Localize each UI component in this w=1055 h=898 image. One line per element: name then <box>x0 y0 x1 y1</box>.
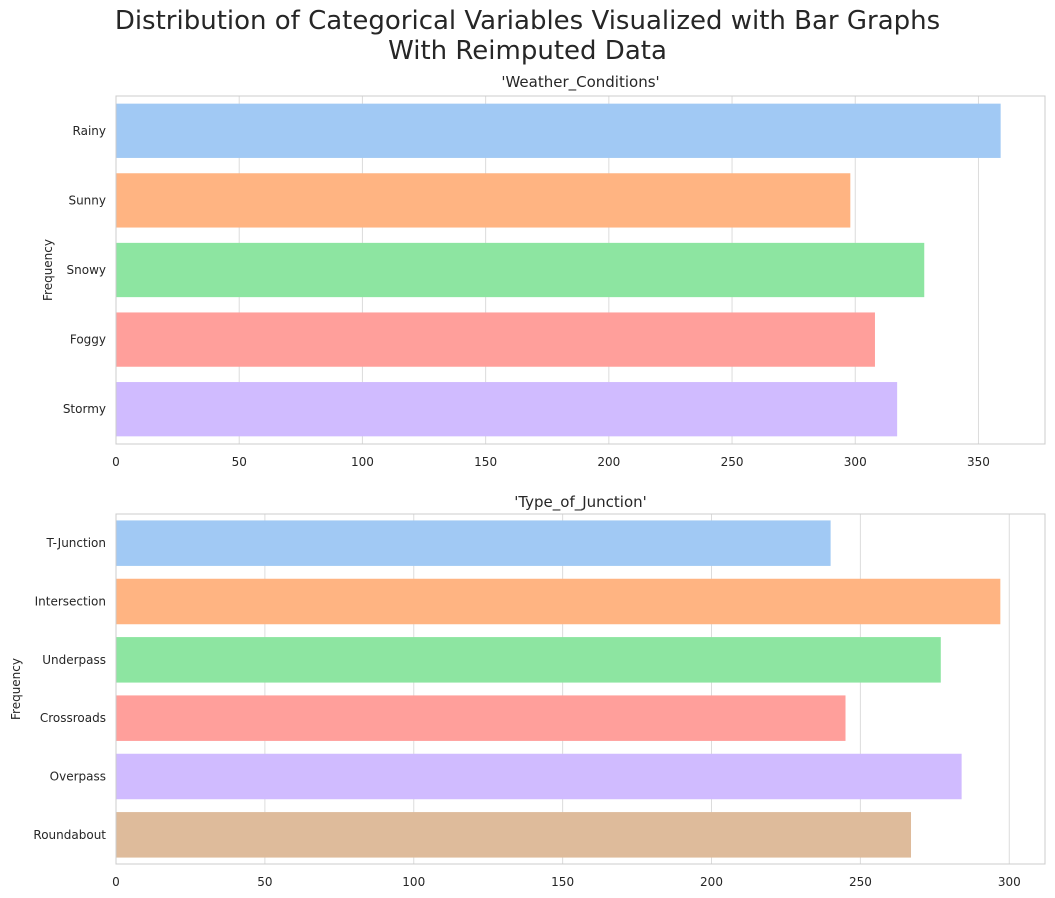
weather-conditions-x-tick-labels: 0 50 100 150 200 250 300 350 <box>112 455 990 469</box>
type-of-junction-bar-roundabout <box>116 812 912 858</box>
type-of-junction-x-tick-0: 0 <box>112 875 120 889</box>
weather-conditions-chart-title: 'Weather_Conditions' <box>501 73 659 92</box>
type-of-junction-x-tick-150: 150 <box>551 875 574 889</box>
type-of-junction-bar-t-junction <box>116 520 831 566</box>
weather-conditions-x-tick-350: 350 <box>967 455 990 469</box>
weather-conditions-plot-frame <box>115 95 1046 445</box>
weather-conditions-x-tick-0: 0 <box>112 455 120 469</box>
weather-conditions-y-axis-label: Frequency <box>41 239 55 301</box>
weather-conditions-bars <box>116 103 1001 437</box>
type-of-junction-y-tick-intersection: Intersection <box>35 595 106 609</box>
type-of-junction-y-axis-label: Frequency <box>9 658 23 720</box>
type-of-junction-y-tick-crossroads: Crossroads <box>40 711 106 725</box>
weather-conditions-y-tick-rainy: Rainy <box>73 124 106 138</box>
figure-title-line2: With Reimputed Data <box>388 36 667 66</box>
weather-conditions-y-tick-labels: Rainy Sunny Snowy Foggy Stormy <box>63 124 106 416</box>
weather-conditions-y-tick-foggy: Foggy <box>70 333 106 347</box>
type-of-junction-chart: 'Type_of_Junction' Frequency T-Junction I… <box>9 493 1046 889</box>
weather-conditions-bar-rainy <box>116 103 1001 158</box>
type-of-junction-y-tick-labels: T-Junction Intersection Underpass Crossroad… <box>33 536 106 842</box>
type-of-junction-gridlines <box>115 514 1010 864</box>
type-of-junction-y-tick-overpass: Overpass <box>50 770 106 784</box>
type-of-junction-x-tick-300: 300 <box>998 875 1021 889</box>
type-of-junction-x-tick-50: 50 <box>257 875 272 889</box>
type-of-junction-y-tick-roundabout: Roundabout <box>33 828 106 842</box>
weather-conditions-bar-snowy <box>116 242 925 298</box>
type-of-junction-x-tick-200: 200 <box>700 875 723 889</box>
weather-conditions-bar-sunny <box>116 173 851 228</box>
weather-conditions-bar-stormy <box>116 382 898 437</box>
type-of-junction-plot-frame <box>115 513 1046 865</box>
weather-conditions-x-tick-100: 100 <box>351 455 374 469</box>
weather-conditions-y-tick-stormy: Stormy <box>63 402 106 416</box>
type-of-junction-y-tick-underpass: Underpass <box>42 653 106 667</box>
type-of-junction-x-tick-100: 100 <box>402 875 425 889</box>
weather-conditions-x-tick-250: 250 <box>721 455 744 469</box>
weather-conditions-x-tick-50: 50 <box>232 455 247 469</box>
weather-conditions-bar-foggy <box>116 312 875 367</box>
type-of-junction-bar-underpass <box>116 637 941 683</box>
type-of-junction-x-tick-labels: 0 50 100 150 200 250 300 <box>112 875 1021 889</box>
type-of-junction-chart-title: 'Type_of_Junction' <box>514 493 647 512</box>
weather-conditions-y-tick-snowy: Snowy <box>67 263 106 277</box>
type-of-junction-bar-overpass <box>116 753 962 800</box>
weather-conditions-chart: 'Weather_Conditions' Frequency Rainy Sunn… <box>41 73 1046 469</box>
type-of-junction-bar-intersection <box>116 578 1001 625</box>
weather-conditions-x-tick-150: 150 <box>474 455 497 469</box>
figure-title: Distribution of Categorical Variables Vi… <box>0 6 1055 66</box>
figure-title-line1: Distribution of Categorical Variables Vi… <box>114 6 941 36</box>
type-of-junction-bar-crossroads <box>116 695 846 741</box>
weather-conditions-x-tick-300: 300 <box>844 455 867 469</box>
type-of-junction-x-tick-250: 250 <box>849 875 872 889</box>
weather-conditions-x-tick-200: 200 <box>597 455 620 469</box>
type-of-junction-y-tick-t-junction: T-Junction <box>45 536 106 550</box>
weather-conditions-y-tick-sunny: Sunny <box>68 193 106 207</box>
type-of-junction-bars <box>116 520 1001 858</box>
